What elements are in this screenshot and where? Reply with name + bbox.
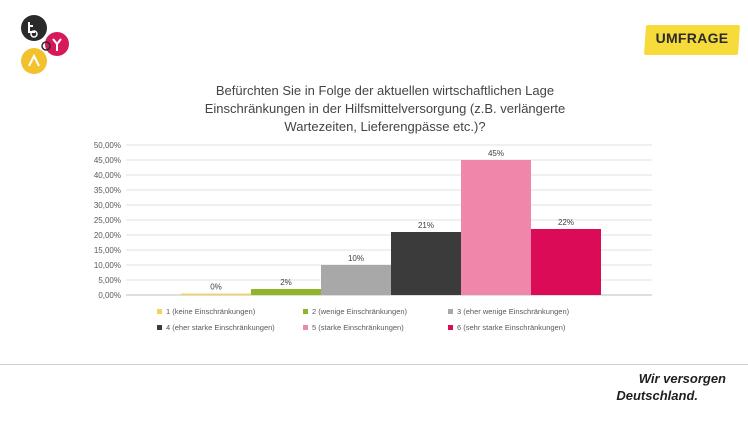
legend-label: 6 (sehr starke Einschränkungen) <box>457 323 566 332</box>
bar <box>251 289 321 295</box>
legend-swatch <box>157 309 162 314</box>
logo-black-circle <box>21 15 47 41</box>
slogan-line-2: Deutschland. <box>616 388 698 403</box>
survey-badge-label: UMFRAGE <box>655 30 729 46</box>
data-label: 2% <box>280 278 292 287</box>
bar-chart: 0,00% 5,00% 10,00% 15,00% 20,00% 25,00% 30,00%… <box>94 141 652 332</box>
footer-slogan: Wir versorgen Deutschland. <box>616 370 726 404</box>
bar <box>531 229 601 295</box>
y-tick-label: 25,00% <box>94 216 121 225</box>
logo-yellow-circle <box>21 48 47 74</box>
legend-label: 2 (wenige Einschränkungen) <box>312 307 408 316</box>
logo <box>21 15 69 74</box>
legend-swatch <box>157 325 162 330</box>
bar <box>321 265 391 295</box>
chart-title-line-1: Befürchten Sie in Folge der aktuellen wi… <box>215 83 555 98</box>
bar <box>391 232 461 295</box>
data-label: 0% <box>210 283 222 292</box>
bar <box>181 293 251 295</box>
y-tick-label: 35,00% <box>94 186 121 195</box>
data-label: 10% <box>348 254 364 263</box>
y-tick-label: 15,00% <box>94 246 121 255</box>
y-tick-label: 50,00% <box>94 141 121 150</box>
y-tick-label: 30,00% <box>94 201 121 210</box>
chart-title-line-3: Wartezeiten, Lieferengpässe etc.)? <box>284 119 486 134</box>
legend-swatch <box>303 309 308 314</box>
y-tick-label: 5,00% <box>98 276 121 285</box>
legend-label: 3 (eher wenige Einschränkungen) <box>457 307 570 316</box>
legend-label: 5 (starke Einschränkungen) <box>312 323 404 332</box>
footer-divider <box>0 364 748 365</box>
y-tick-label: 0,00% <box>98 291 121 300</box>
legend-swatch <box>303 325 308 330</box>
y-tick-label: 20,00% <box>94 231 121 240</box>
legend-label: 4 (eher starke Einschränkungen) <box>166 323 275 332</box>
legend-swatch <box>448 309 453 314</box>
y-tick-label: 45,00% <box>94 156 121 165</box>
chart-title-line-2: Einschränkungen in der Hilfsmittelversor… <box>204 101 566 116</box>
data-label: 21% <box>418 221 434 230</box>
data-label: 45% <box>488 149 504 158</box>
data-label: 22% <box>558 218 574 227</box>
chart-title: Befürchten Sie in Folge der aktuellen wi… <box>150 82 620 136</box>
legend-swatch <box>448 325 453 330</box>
y-tick-label: 40,00% <box>94 171 121 180</box>
y-tick-label: 10,00% <box>94 261 121 270</box>
bar <box>461 160 531 295</box>
slogan-line-1: Wir versorgen <box>638 371 726 386</box>
logo-outline-circle <box>41 41 51 51</box>
legend-label: 1 (keine Einschränkungen) <box>166 307 256 316</box>
